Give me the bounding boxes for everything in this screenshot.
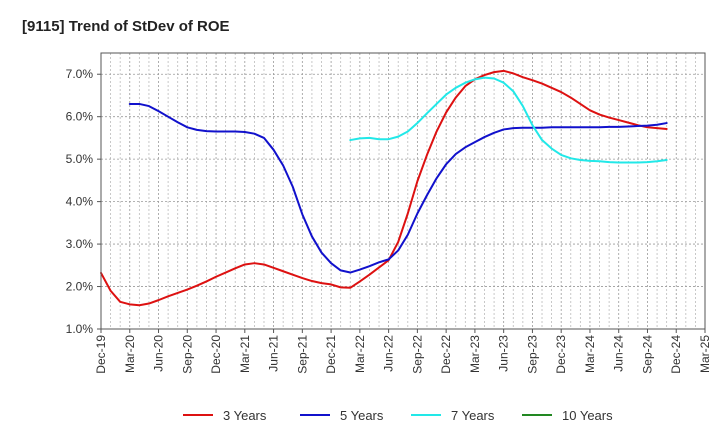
series-line-3-years: [100, 69, 668, 307]
x-tick-label: Mar-21: [238, 335, 252, 373]
legend-label: 7 Years: [451, 408, 495, 423]
x-tick-label: Sep-20: [180, 335, 194, 374]
y-tick-label: 3.0%: [66, 237, 94, 251]
x-tick-label: Jun-24: [612, 335, 626, 372]
x-tick-label: Dec-19: [94, 335, 108, 374]
x-tick-label: Jun-23: [497, 335, 511, 372]
grid: [101, 53, 705, 330]
x-tick-label: Sep-21: [295, 335, 309, 374]
legend-label: 5 Years: [340, 408, 384, 423]
x-tick-label: Sep-23: [525, 335, 539, 374]
x-tick-label: Jun-22: [382, 335, 396, 372]
x-axis: Dec-19 Mar-20 Jun-20 Sep-20 Dec-20 Mar-21 Jun-…: [94, 329, 712, 374]
y-tick-label: 7.0%: [66, 67, 94, 81]
x-tick-label: Dec-21: [324, 335, 338, 374]
x-tick-label: Dec-20: [209, 335, 223, 374]
x-tick-label: Sep-22: [410, 335, 424, 374]
x-tick-label: Mar-24: [583, 335, 597, 373]
x-tick-label: Dec-23: [554, 335, 568, 374]
y-tick-label: 2.0%: [66, 280, 94, 294]
legend: 3 Years 5 Years 7 Years 10 Years: [183, 408, 613, 423]
series-line-7-years: [349, 76, 668, 164]
x-tick-label: Jun-20: [152, 335, 166, 372]
x-tick-label: Mar-20: [123, 335, 137, 373]
x-tick-label: Jun-21: [267, 335, 281, 372]
y-tick-label: 6.0%: [66, 110, 94, 124]
x-tick-label: Sep-24: [640, 335, 654, 374]
x-tick-label: Mar-22: [353, 335, 367, 373]
plot-frame: [100, 52, 706, 330]
y-axis: 1.0% 2.0% 3.0% 4.0% 5.0% 6.0% 7.0%: [66, 67, 101, 336]
x-tick-label: Dec-22: [439, 335, 453, 374]
series-lines: [100, 69, 668, 307]
y-tick-label: 1.0%: [66, 322, 94, 336]
x-tick-label: Mar-23: [468, 335, 482, 373]
y-tick-label: 4.0%: [66, 195, 94, 209]
y-tick-label: 5.0%: [66, 152, 94, 166]
chart-title: [9115] Trend of StDev of ROE: [22, 18, 230, 35]
x-tick-label: Mar-25: [698, 335, 712, 373]
legend-label: 3 Years: [223, 408, 267, 423]
legend-label: 10 Years: [562, 408, 613, 423]
x-tick-label: Dec-24: [669, 335, 683, 374]
series-line-5-years: [128, 102, 668, 274]
